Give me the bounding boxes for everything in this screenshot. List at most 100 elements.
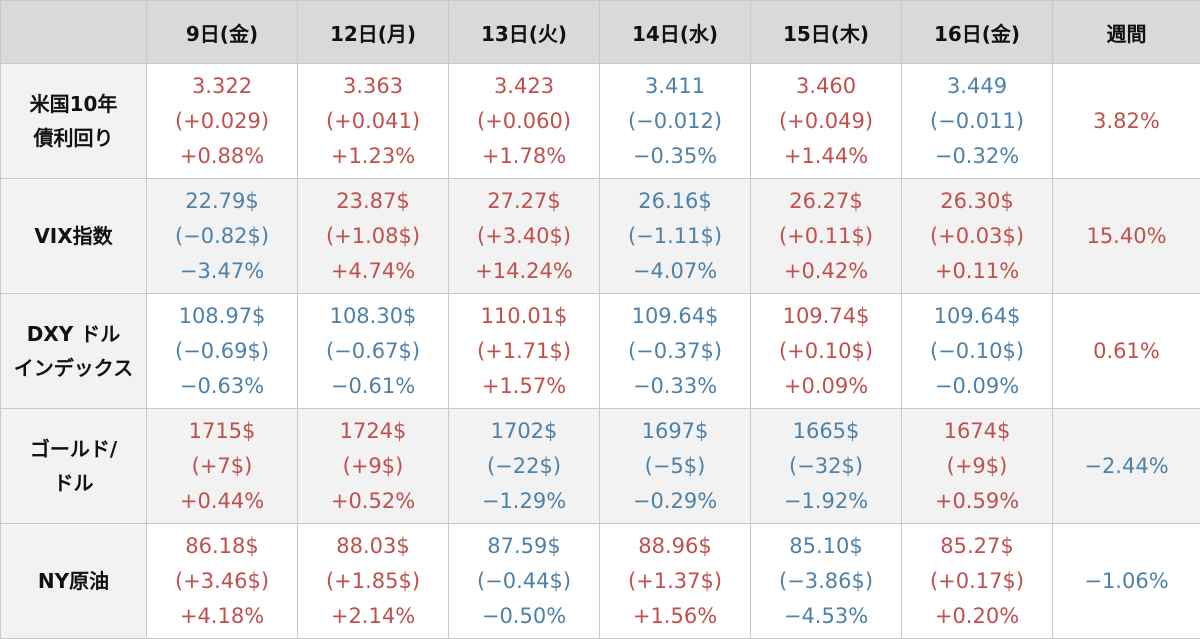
price-value: 108.30$	[298, 299, 448, 334]
change-percent: −1.92%	[751, 484, 901, 519]
change-value: (−22$)	[449, 449, 599, 484]
change-value: (+1.08$)	[298, 219, 448, 254]
price-value: 3.363	[298, 69, 448, 104]
change-percent: +0.88%	[147, 139, 297, 174]
row-label-line: インデックス	[1, 351, 146, 385]
change-percent: +2.14%	[298, 599, 448, 634]
change-value: (−5$)	[600, 449, 750, 484]
price-value: 85.27$	[902, 529, 1052, 564]
day-cell: 3.423(+0.060)+1.78%	[449, 64, 600, 179]
change-percent: −0.33%	[600, 369, 750, 404]
price-value: 109.74$	[751, 299, 901, 334]
change-percent: −3.47%	[147, 254, 297, 289]
price-value: 1702$	[449, 414, 599, 449]
price-value: 27.27$	[449, 184, 599, 219]
change-percent: −0.29%	[600, 484, 750, 519]
price-value: 1697$	[600, 414, 750, 449]
change-value: (+3.46$)	[147, 564, 297, 599]
price-value: 85.10$	[751, 529, 901, 564]
day-cell: 3.460(+0.049)+1.44%	[751, 64, 902, 179]
price-value: 26.30$	[902, 184, 1052, 219]
price-value: 1665$	[751, 414, 901, 449]
day-cell: 87.59$(−0.44$)−0.50%	[449, 524, 600, 639]
change-value: (+0.041)	[298, 104, 448, 139]
change-value: (+3.40$)	[449, 219, 599, 254]
row-label-line: 米国10年	[1, 87, 146, 121]
price-value: 109.64$	[600, 299, 750, 334]
price-value: 3.449	[902, 69, 1052, 104]
weekly-change: −2.44%	[1053, 409, 1200, 524]
change-value: (+1.37$)	[600, 564, 750, 599]
change-value: (+0.049)	[751, 104, 901, 139]
row-label: DXY ドルインデックス	[1, 294, 147, 409]
day-cell: 108.97$(−0.69$)−0.63%	[147, 294, 298, 409]
price-value: 1724$	[298, 414, 448, 449]
price-value: 23.87$	[298, 184, 448, 219]
change-percent: +1.57%	[449, 369, 599, 404]
change-value: (+9$)	[902, 449, 1052, 484]
price-value: 26.27$	[751, 184, 901, 219]
change-value: (−0.10$)	[902, 334, 1052, 369]
day-cell: 109.64$(−0.10$)−0.09%	[902, 294, 1053, 409]
price-value: 26.16$	[600, 184, 750, 219]
change-value: (−0.82$)	[147, 219, 297, 254]
change-value: (+9$)	[298, 449, 448, 484]
change-value: (−32$)	[751, 449, 901, 484]
price-value: 86.18$	[147, 529, 297, 564]
price-value: 3.423	[449, 69, 599, 104]
day-cell: 1674$(+9$)+0.59%	[902, 409, 1053, 524]
day-cell: 1697$(−5$)−0.29%	[600, 409, 751, 524]
day-cell: 3.363(+0.041)+1.23%	[298, 64, 449, 179]
header-day: 12日(月)	[298, 1, 449, 64]
change-percent: −4.07%	[600, 254, 750, 289]
price-value: 110.01$	[449, 299, 599, 334]
change-percent: −0.50%	[449, 599, 599, 634]
day-cell: 85.27$(+0.17$)+0.20%	[902, 524, 1053, 639]
day-cell: 27.27$(+3.40$)+14.24%	[449, 179, 600, 294]
header-day: 9日(金)	[147, 1, 298, 64]
price-value: 109.64$	[902, 299, 1052, 334]
change-percent: −0.35%	[600, 139, 750, 174]
row-label-line: ドル	[1, 466, 146, 500]
change-value: (+7$)	[147, 449, 297, 484]
weekly-change: −1.06%	[1053, 524, 1200, 639]
day-cell: 26.30$(+0.03$)+0.11%	[902, 179, 1053, 294]
day-cell: 88.03$(+1.85$)+2.14%	[298, 524, 449, 639]
change-value: (+0.029)	[147, 104, 297, 139]
change-percent: +1.44%	[751, 139, 901, 174]
day-cell: 109.64$(−0.37$)−0.33%	[600, 294, 751, 409]
change-value: (−0.67$)	[298, 334, 448, 369]
day-cell: 85.10$(−3.86$)−4.53%	[751, 524, 902, 639]
day-cell: 3.449(−0.011)−0.32%	[902, 64, 1053, 179]
change-percent: −0.63%	[147, 369, 297, 404]
price-value: 88.96$	[600, 529, 750, 564]
day-cell: 22.79$(−0.82$)−3.47%	[147, 179, 298, 294]
row-label: 米国10年債利回り	[1, 64, 147, 179]
price-value: 3.322	[147, 69, 297, 104]
day-cell: 3.411(−0.012)−0.35%	[600, 64, 751, 179]
change-percent: +0.42%	[751, 254, 901, 289]
day-cell: 26.27$(+0.11$)+0.42%	[751, 179, 902, 294]
change-value: (−3.86$)	[751, 564, 901, 599]
price-value: 87.59$	[449, 529, 599, 564]
price-value: 108.97$	[147, 299, 297, 334]
change-value: (+0.10$)	[751, 334, 901, 369]
change-value: (+0.17$)	[902, 564, 1052, 599]
change-percent: +1.23%	[298, 139, 448, 174]
change-value: (+0.060)	[449, 104, 599, 139]
header-weekly: 週間	[1053, 1, 1200, 64]
weekly-change: 15.40%	[1053, 179, 1200, 294]
change-percent: −1.29%	[449, 484, 599, 519]
change-value: (+0.11$)	[751, 219, 901, 254]
change-percent: +0.11%	[902, 254, 1052, 289]
price-value: 22.79$	[147, 184, 297, 219]
change-percent: −4.53%	[751, 599, 901, 634]
change-percent: +4.74%	[298, 254, 448, 289]
row-label-line: NY原油	[1, 564, 146, 598]
change-percent: +1.56%	[600, 599, 750, 634]
